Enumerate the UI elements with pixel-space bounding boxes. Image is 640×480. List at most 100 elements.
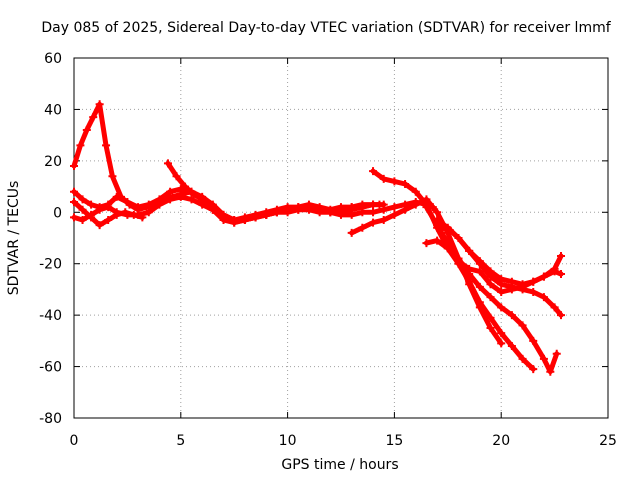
data-point <box>369 218 378 227</box>
data-point <box>497 275 506 284</box>
data-point <box>112 210 121 219</box>
data-point <box>539 354 548 363</box>
data-point <box>108 172 117 181</box>
data-point <box>121 208 130 217</box>
data-point <box>129 210 138 219</box>
data-point <box>557 270 566 278</box>
data-point <box>144 200 153 209</box>
data-point <box>208 203 217 212</box>
data-point <box>539 272 548 281</box>
data-point <box>112 192 121 201</box>
data-point <box>166 187 175 196</box>
data-point <box>347 228 356 237</box>
data-point <box>144 208 153 217</box>
data-point <box>176 185 185 194</box>
data-point <box>87 200 96 209</box>
data-point <box>272 208 281 217</box>
data-point <box>454 257 463 266</box>
data-point <box>390 203 399 212</box>
data-point <box>557 252 566 260</box>
data-point <box>401 205 410 214</box>
data-point <box>369 200 378 209</box>
y-tick-label: -20 <box>39 257 62 273</box>
data-point <box>189 190 198 199</box>
data-point <box>104 216 113 224</box>
data-point <box>304 203 313 212</box>
data-point <box>123 198 132 206</box>
data-point <box>497 329 506 338</box>
y-axis-ticks: -80 -60 -40 -20 0 20 40 60 <box>39 51 608 427</box>
series-line <box>71 101 382 226</box>
data-point <box>529 365 538 374</box>
series-arc-4 <box>70 198 147 230</box>
series-arc-9 <box>422 236 566 296</box>
x-tick-label: 10 <box>279 433 297 449</box>
grid-lines <box>74 58 608 418</box>
data-point <box>497 303 506 312</box>
data-point <box>475 298 484 307</box>
data-point <box>166 195 175 204</box>
data-point <box>379 216 388 224</box>
x-axis-ticks: 0 5 10 15 20 25 <box>70 58 617 449</box>
data-point <box>486 324 495 332</box>
data-point <box>497 288 506 296</box>
data-point <box>529 288 538 296</box>
data-point <box>187 195 196 204</box>
data-point <box>82 126 91 134</box>
x-axis-label: GPS time / hours <box>281 457 398 473</box>
data-point <box>219 210 228 219</box>
data-point <box>78 216 87 224</box>
y-tick-label: -80 <box>39 411 62 427</box>
data-point <box>104 203 113 212</box>
data-point <box>379 174 388 183</box>
data-point <box>315 205 324 214</box>
data-point <box>70 187 78 196</box>
data-point <box>465 246 474 255</box>
series-line <box>423 204 560 375</box>
data-point <box>138 213 147 222</box>
y-tick-label: 60 <box>44 51 62 67</box>
data-point <box>411 200 420 209</box>
x-tick-label: 5 <box>176 433 185 449</box>
data-point <box>89 113 98 122</box>
data-point <box>443 223 452 232</box>
data-point <box>347 203 356 212</box>
data-point <box>163 159 172 168</box>
data-point <box>546 367 555 376</box>
data-point <box>507 311 516 320</box>
data-point <box>70 162 78 170</box>
data-point <box>87 213 96 222</box>
series-group <box>70 100 566 376</box>
series-line <box>370 168 536 372</box>
y-tick-label: -60 <box>39 360 62 376</box>
data-point <box>240 216 249 224</box>
data-point <box>411 187 420 196</box>
data-point <box>518 280 527 289</box>
y-tick-label: 0 <box>53 205 62 221</box>
data-point <box>134 203 143 212</box>
data-point <box>486 267 495 276</box>
series-arc-8 <box>422 203 561 376</box>
data-point <box>369 167 378 176</box>
y-tick-label: -40 <box>39 308 62 324</box>
series-arc-11 <box>433 216 566 289</box>
data-point <box>465 264 474 273</box>
data-point <box>539 293 548 302</box>
data-point <box>283 205 292 214</box>
data-point <box>486 280 495 289</box>
x-tick-label: 25 <box>599 433 617 449</box>
data-point <box>358 223 367 232</box>
data-point <box>95 221 104 230</box>
data-point <box>529 336 538 345</box>
data-point <box>70 198 78 206</box>
data-point <box>550 303 559 312</box>
data-point <box>486 313 495 322</box>
data-point <box>251 213 260 222</box>
data-point <box>390 177 399 186</box>
data-point <box>486 293 495 302</box>
data-point <box>433 236 442 245</box>
data-point <box>507 342 516 350</box>
data-point <box>172 172 181 181</box>
data-point <box>422 203 431 212</box>
